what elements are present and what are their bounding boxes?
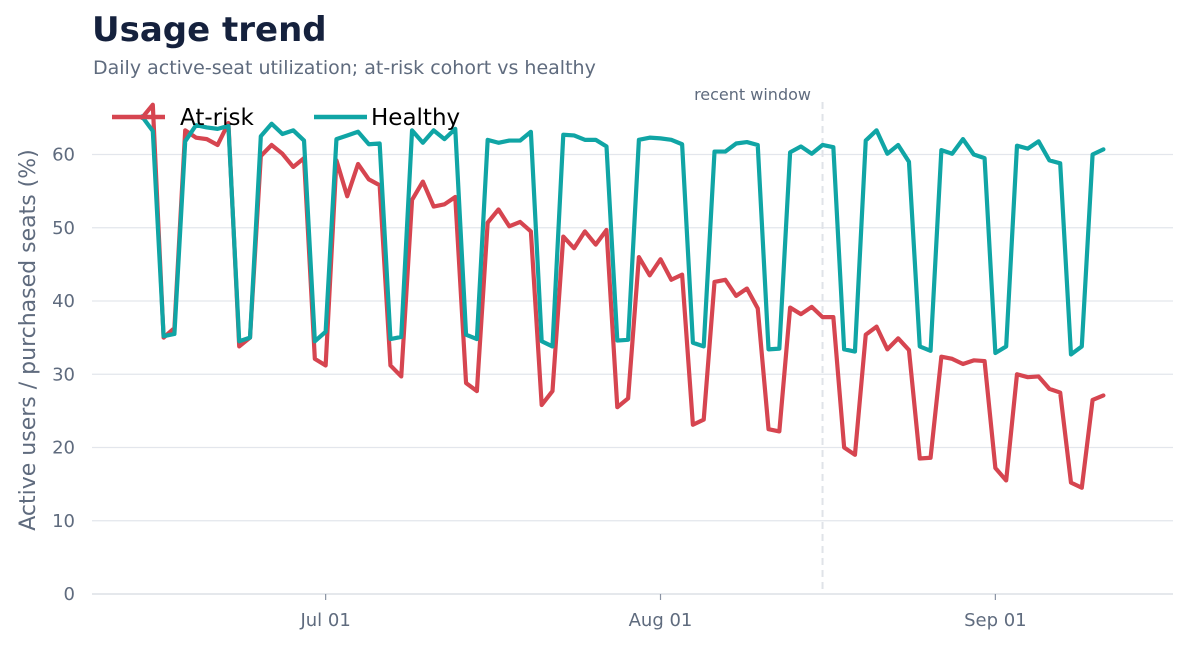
- y-tick-label-50: 50: [52, 218, 75, 239]
- y-axis-ticks: 0 10 20 30 40 50 60: [52, 145, 75, 606]
- x-tick-label-1: Aug 01: [629, 610, 693, 631]
- legend-label-healthy: Healthy: [371, 105, 460, 131]
- y-tick-label-30: 30: [52, 364, 75, 385]
- series-line-at-risk: [139, 102, 1106, 490]
- recent-window-annotation: recent window: [694, 85, 824, 594]
- legend-label-at-risk: At-risk: [180, 105, 254, 131]
- chart-title: Usage trend: [92, 10, 327, 50]
- y-tick-label-10: 10: [52, 511, 75, 532]
- chart-subtitle: Daily active-seat utilization; at-risk c…: [93, 57, 596, 79]
- y-tick-label-0: 0: [64, 584, 75, 605]
- x-tick-label-0: Jul 01: [299, 610, 350, 631]
- legend: At-risk Healthy: [112, 105, 460, 131]
- y-axis-label: Active users / purchased seats (%): [16, 149, 41, 530]
- recent-window-label: recent window: [694, 85, 811, 104]
- y-tick-label-60: 60: [52, 145, 75, 166]
- x-tick-label-2: Sep 01: [964, 610, 1027, 631]
- x-axis-ticks: Jul 01 Aug 01 Sep 01: [299, 594, 1027, 631]
- y-tick-label-40: 40: [52, 291, 75, 312]
- series-lines: [139, 102, 1106, 490]
- y-tick-label-20: 20: [52, 438, 75, 459]
- series-line-healthy: [139, 114, 1106, 357]
